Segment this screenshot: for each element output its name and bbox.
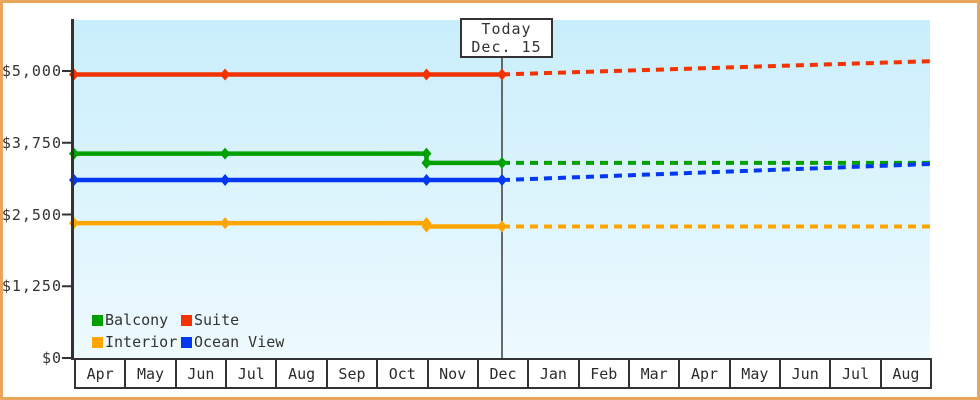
legend-swatch-balcony-icon	[92, 314, 103, 326]
legend-swatch-ocean-view-icon	[181, 336, 192, 348]
month-cell-apr: Apr	[678, 360, 728, 387]
month-cell-jun: Jun	[779, 360, 829, 387]
today-annotation-date: Dec. 15	[471, 38, 542, 56]
ocean-view-data-point	[497, 174, 507, 187]
legend-label-interior: Interior	[105, 333, 178, 351]
month-cell-may: May	[728, 360, 779, 387]
month-cell-nov: Nov	[426, 360, 477, 387]
interior-data-point	[421, 220, 432, 233]
month-cell-jun: Jun	[174, 360, 225, 387]
y-tick-label: $0	[41, 349, 62, 367]
month-cell-may: May	[124, 360, 174, 387]
month-cell-dec: Dec	[476, 360, 527, 387]
today-annotation-title: Today	[481, 20, 532, 38]
x-axis-month-row: Apr May Jun Jul Aug Sep Oct Nov Dec Jan Feb Mar Apr M…	[74, 358, 932, 389]
suite-data-point	[421, 68, 432, 81]
suite-data-point	[497, 68, 507, 81]
balcony-data-point	[497, 156, 507, 169]
interior-data-point	[220, 217, 231, 230]
month-cell-oct: Oct	[376, 360, 426, 387]
month-cell-aug: Aug	[275, 360, 325, 387]
legend-label-balcony: Balcony	[105, 311, 169, 329]
interior-data-point	[497, 220, 507, 233]
legend-item-suite: Suite	[181, 310, 284, 330]
legend-label-ocean-view: Ocean View	[194, 333, 285, 351]
suite-forecast-line	[501, 59, 931, 77]
ocean-view-data-point	[220, 174, 231, 187]
month-cell-apr: Apr	[86, 364, 114, 383]
suite-data-point	[220, 68, 231, 81]
month-cell-sep: Sep	[325, 360, 376, 387]
y-tick-label: $2,500	[1, 205, 62, 224]
y-tick-label: $1,250	[1, 277, 62, 296]
month-cell-jan: Jan	[527, 360, 577, 387]
chart-legend: Balcony Suite Interior Ocean View	[92, 310, 284, 352]
y-axis-labels: $5,000 $3,750 $2,500 $1,250 $0	[0, 0, 62, 400]
balcony-data-point	[421, 147, 432, 160]
month-cell-aug: Aug	[879, 360, 930, 387]
legend-label-suite: Suite	[194, 311, 240, 329]
month-cell-feb: Feb	[577, 360, 628, 387]
balcony-data-point	[220, 147, 231, 160]
legend-item-balcony: Balcony	[92, 310, 181, 330]
ocean-view-forecast-line	[501, 161, 931, 183]
legend-item-interior: Interior	[92, 332, 181, 352]
month-cell-mar: Mar	[627, 360, 678, 387]
y-tick-label: $5,000	[1, 62, 62, 80]
legend-item-ocean-view: Ocean View	[181, 332, 284, 352]
ocean-view-data-point	[421, 174, 432, 187]
balcony-data-point	[421, 156, 432, 169]
legend-swatch-interior-icon	[92, 336, 103, 348]
month-cell-jul: Jul	[225, 360, 275, 387]
legend-swatch-suite-icon	[181, 314, 192, 326]
y-tick-label: $3,750	[1, 133, 62, 152]
today-annotation-box: Today Dec. 15	[460, 18, 553, 58]
month-cell-jul: Jul	[829, 360, 879, 387]
